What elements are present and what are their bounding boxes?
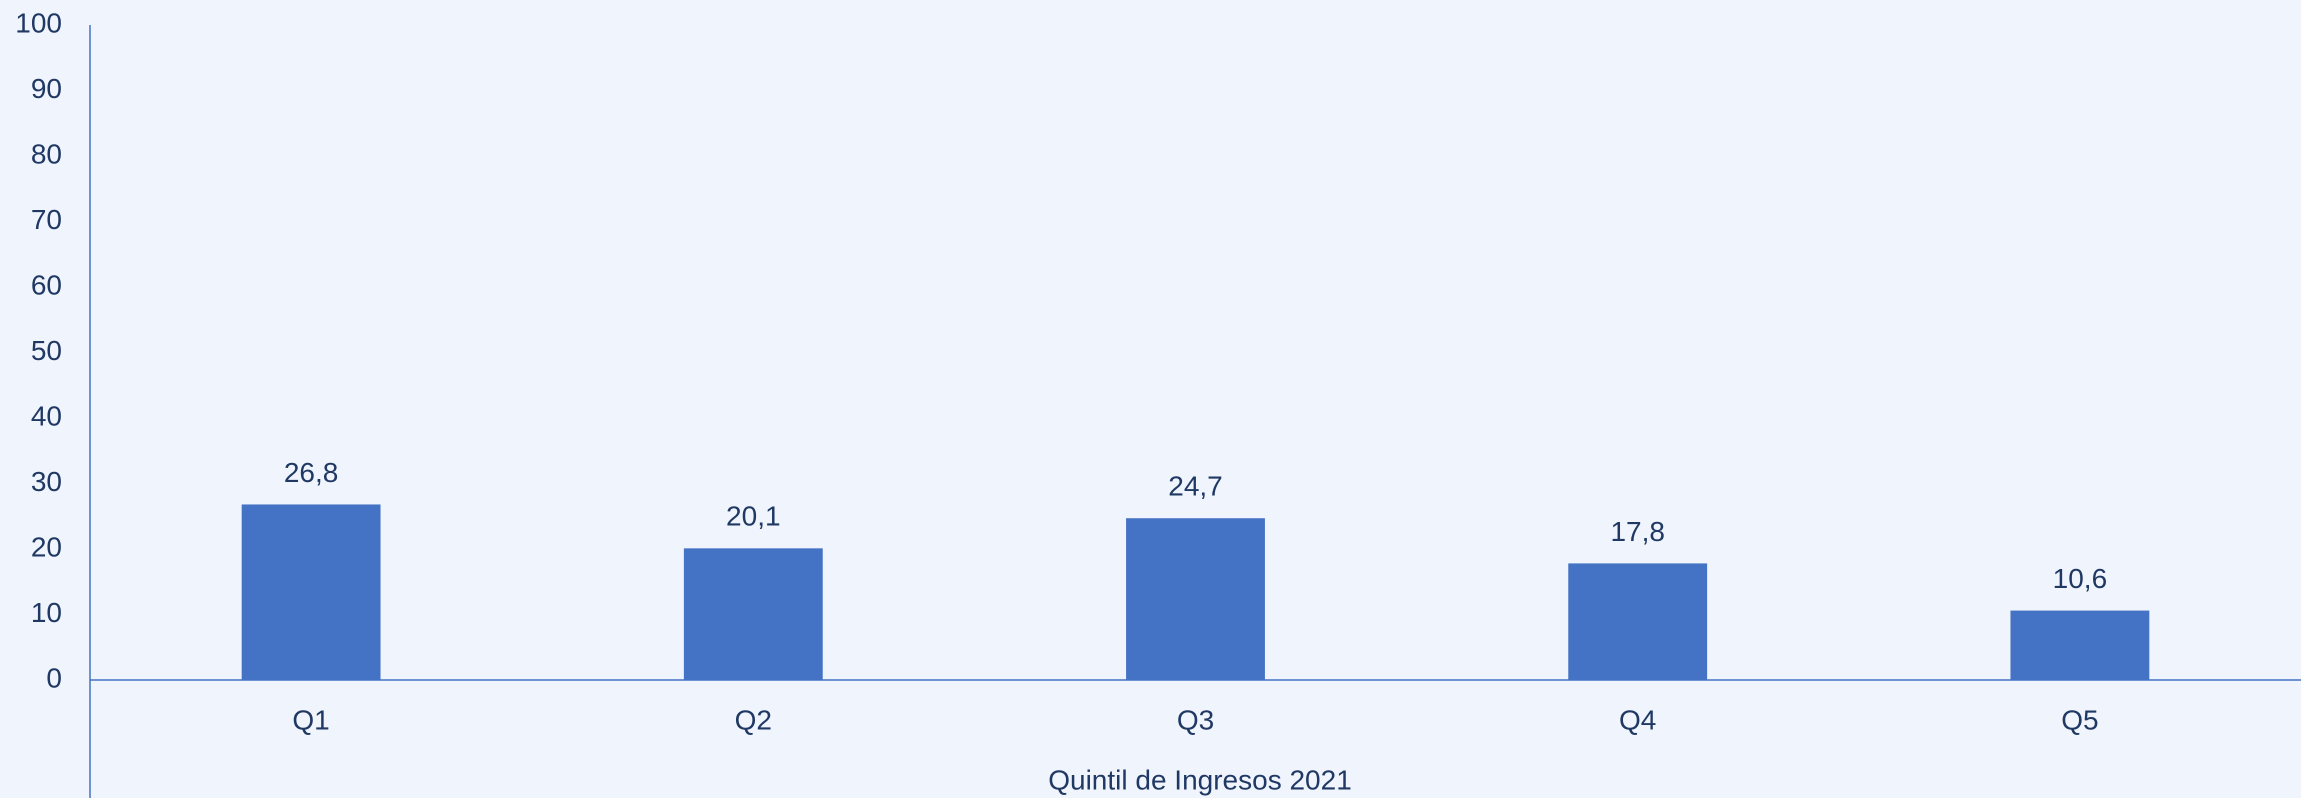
y-tick-label: 20 (31, 531, 62, 562)
bar (241, 504, 381, 680)
y-tick-label: 60 (31, 269, 62, 300)
data-label: 17,8 (1610, 516, 1665, 547)
bar (1126, 518, 1265, 680)
y-tick-label: 40 (31, 400, 62, 431)
y-tick-label: 80 (31, 138, 62, 169)
x-tick-label: Q4 (1619, 704, 1656, 735)
data-label: 24,7 (1168, 471, 1223, 502)
bar (683, 548, 823, 680)
y-tick-label: 50 (31, 335, 62, 366)
x-tick-label: Q2 (735, 704, 772, 735)
x-tick-label: Q3 (1177, 704, 1214, 735)
data-label: 26,8 (284, 457, 339, 488)
y-tick-label: 90 (31, 73, 62, 104)
bar (1568, 563, 1708, 680)
y-tick-label: 0 (46, 662, 62, 693)
x-tick-label: Q1 (292, 704, 329, 735)
x-axis-title: Quintil de Ingresos 2021 (1048, 764, 1352, 795)
bar (2010, 610, 2150, 680)
y-tick-label: 100 (15, 7, 62, 38)
x-tick-label: Q5 (2061, 704, 2098, 735)
y-tick-label: 10 (31, 597, 62, 628)
y-tick-label: 30 (31, 466, 62, 497)
data-label: 10,6 (2053, 563, 2108, 594)
data-label: 20,1 (726, 501, 781, 532)
y-tick-label: 70 (31, 204, 62, 235)
